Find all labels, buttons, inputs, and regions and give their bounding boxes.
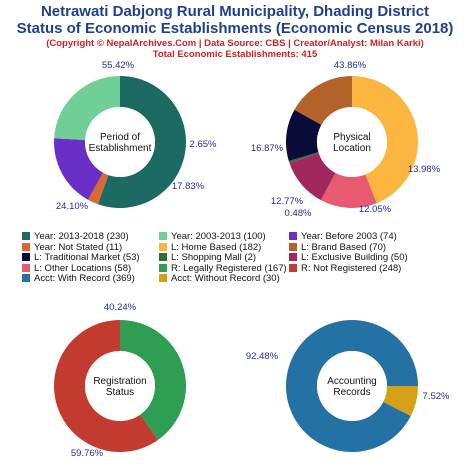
slice-l-other-locations: [320, 172, 377, 208]
legend-label: Year: 2013-2018 (230): [34, 231, 129, 242]
center-label: Registration: [93, 376, 146, 387]
legend-item: R: Not Registered (248): [289, 263, 401, 275]
donut-hole: [317, 107, 387, 177]
legend-item: L: Other Locations (58): [22, 263, 131, 275]
legend-swatch: [289, 242, 297, 251]
legend-label: L: Other Locations (58): [34, 262, 132, 274]
legend-label: Year: 2003-2013 (100): [171, 231, 266, 242]
legend-swatch: [22, 253, 30, 262]
legend-item: Year: 2013-2018 (230): [22, 231, 129, 243]
center-label: Status: [106, 387, 134, 398]
slice-l-brand-based: [294, 76, 352, 125]
legend-label: L: Exclusive Building (50): [301, 252, 408, 264]
slice-l-exclusive-building: [289, 153, 336, 201]
legend-swatch: [289, 232, 297, 240]
legend-item: R: Legally Registered (167): [159, 263, 287, 275]
legend-swatch: [289, 263, 297, 272]
credit-line: (Copyright © NepalArchives.Com | Data So…: [46, 38, 424, 49]
legend-swatch: [159, 232, 167, 240]
legend-swatch: [159, 263, 167, 272]
slice-year-before-2003: [54, 138, 103, 200]
percent-label-l-shopping-mall: 0.48%: [285, 208, 312, 219]
legend-label: Acct: With Record (369): [34, 273, 135, 285]
legend-swatch: [22, 232, 30, 240]
donut-chart-physical-location: 43.86% 13.98% 12.05% 0.48%12.77% 16.87% Physi…: [251, 60, 441, 219]
slice-r-not-registered: [53, 320, 158, 453]
legend-item: Year: 2003-2013 (100): [159, 231, 266, 243]
legend-label: R: Legally Registered (167): [171, 262, 287, 274]
donut-chart-period-of-establishment: 55.42% 2.65% 17.83% 24.10% Period ofEstablis…: [54, 60, 217, 212]
legend-item: L: Shopping Mall (2): [159, 252, 256, 264]
slice-acct-without-record: [383, 386, 418, 417]
legend-label: L: Home Based (182): [171, 241, 262, 253]
legend-swatch: [159, 253, 167, 262]
legend-item: Acct: Without Record (30): [159, 273, 280, 285]
legend-swatch: [159, 242, 167, 251]
legend-item: Acct: With Record (369): [22, 273, 135, 285]
slice-year-2003-2013: [54, 76, 120, 141]
center-label: Period of: [100, 132, 140, 143]
slice-year-not-stated: [87, 172, 109, 205]
donut-hole: [85, 351, 155, 421]
percent-label-l-other-locations: 13.98%: [408, 164, 441, 175]
total-establishments: Total Economic Establishments: 415: [152, 49, 318, 60]
legend-swatch: [22, 274, 30, 283]
percent-label-year-2003-2013: 24.10%: [56, 201, 89, 212]
percent-label-year-before-2003: 17.83%: [172, 181, 205, 192]
percent-label-year-2013-2018: 55.42%: [102, 60, 135, 71]
legend-item: Year: Not Stated (11): [22, 242, 122, 254]
percent-label-r-not-registered: 59.76%: [71, 448, 104, 459]
percent-label-l-brand-based: 16.87%: [251, 143, 284, 154]
legend-swatch: [22, 242, 30, 251]
legend-item: L: Home Based (182): [159, 242, 261, 254]
slice-l-shopping-mall: [288, 152, 319, 163]
legend-label: R: Not Registered (248): [301, 262, 402, 274]
legend-swatch: [22, 263, 30, 272]
legend-swatch: [289, 253, 297, 262]
slice-acct-with-record: [286, 319, 418, 452]
slice-l-home-based: [352, 76, 418, 204]
center-label: Physical: [333, 132, 370, 143]
center-label: Location: [333, 143, 371, 154]
percent-label-year-not-stated: 2.65%: [190, 139, 217, 150]
percent-label-l-home-based: 43.86%: [334, 60, 367, 71]
center-label: Establishment: [89, 143, 152, 154]
center-label: Accounting: [327, 376, 376, 387]
center-label: Records: [333, 387, 370, 398]
donut-hole: [85, 107, 155, 177]
percent-label-r-legally-registered: 40.24%: [104, 302, 137, 313]
slice-year-2013-2018: [97, 76, 186, 208]
slice-r-legally-registered: [120, 320, 187, 440]
slice-l-traditional-market: [286, 109, 322, 161]
legend-item: L: Exclusive Building (50): [289, 252, 408, 264]
donut-hole: [317, 351, 387, 421]
legend-item: Year: Before 2003 (74): [289, 231, 397, 243]
legend-label: L: Brand Based (70): [301, 241, 387, 253]
legend-item: L: Brand Based (70): [289, 242, 386, 254]
percent-label-acct-with-record: 92.48%: [246, 351, 279, 362]
percent-label-acct-without-record: 7.52%: [423, 391, 450, 402]
legend-label: Year: Not Stated (11): [34, 241, 123, 253]
legend-label: L: Shopping Mall (2): [171, 252, 257, 264]
legend-item: L: Traditional Market (53): [22, 252, 140, 264]
legend-swatch: [159, 274, 167, 283]
legend-label: L: Traditional Market (53): [34, 252, 140, 264]
chart-title-line1: Netrawati Dabjong Rural Municipality, Dh…: [40, 3, 430, 20]
percent-label-l-traditional-market: 12.77%: [271, 196, 304, 207]
legend-label: Acct: Without Record (30): [171, 273, 280, 285]
chart-title-line2: Status of Economic Establishments (Econo…: [16, 20, 454, 37]
percent-label-l-exclusive-building: 12.05%: [359, 204, 392, 215]
legend-label: Year: Before 2003 (74): [301, 231, 397, 242]
